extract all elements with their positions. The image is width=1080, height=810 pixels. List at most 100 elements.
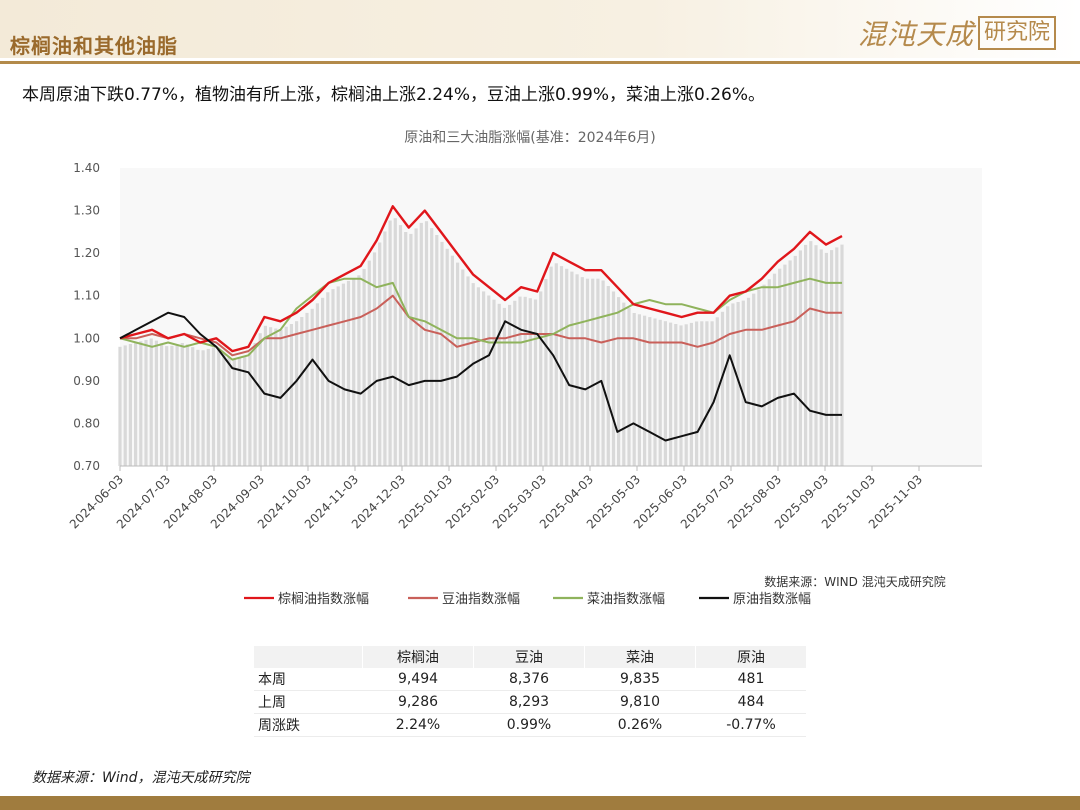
background-bar (596, 278, 600, 466)
footer-source: 数据来源：Wind，混沌天成研究院 (32, 770, 250, 786)
background-bar (424, 221, 429, 466)
background-bar (689, 322, 693, 466)
background-bar (835, 247, 839, 466)
background-bar (772, 273, 777, 466)
background-bar (232, 359, 236, 466)
background-bar (471, 283, 475, 466)
background-bar (710, 321, 714, 466)
background-bar (128, 344, 132, 466)
background-bar (331, 289, 335, 466)
background-bar (544, 279, 548, 466)
background-bar (720, 311, 725, 466)
background-bar (435, 235, 439, 466)
background-bar (440, 241, 444, 466)
background-bar (580, 277, 584, 466)
background-bar (170, 345, 174, 466)
table-cell: -0.77% (695, 713, 806, 737)
background-bar (549, 266, 553, 466)
background-bar (669, 322, 673, 466)
chart-title: 原油和三大油脂涨幅(基准：2024年6月) (404, 129, 655, 146)
background-bars (118, 218, 844, 466)
background-bar (383, 231, 387, 466)
background-bar (830, 250, 834, 466)
background-bar (414, 228, 418, 466)
chart-source-note: 数据来源：WIND 混沌天成研究院 (764, 574, 945, 589)
background-bar (456, 262, 460, 466)
background-bar (726, 306, 730, 466)
background-bar (310, 308, 314, 466)
background-bar (134, 342, 138, 466)
background-bar (419, 222, 423, 466)
background-bar (346, 280, 351, 466)
y-tick-label: 1.40 (73, 161, 100, 175)
background-bar (746, 297, 751, 466)
series-line-crude (119, 311, 842, 442)
table-header-row: 棕榈油 豆油 菜油 原油 (254, 646, 806, 668)
background-bar (201, 350, 205, 466)
background-bar (476, 287, 480, 466)
row-label: 本周 (254, 668, 363, 691)
background-bar (404, 232, 408, 466)
background-bar (767, 279, 771, 466)
background-bar (809, 241, 813, 466)
background-bar (648, 317, 652, 466)
background-bar (372, 252, 377, 466)
footer-bar (0, 796, 1080, 810)
background-bar (149, 338, 153, 466)
background-bar (160, 343, 164, 466)
background-bar (253, 342, 257, 466)
background-bar (819, 249, 823, 466)
legend-label: 原油指数涨幅 (733, 592, 811, 607)
background-bar (289, 324, 293, 466)
background-bar (840, 244, 844, 466)
background-bar (565, 268, 569, 466)
table-cell: 9,835 (584, 668, 696, 691)
background-bar (305, 312, 309, 466)
background-bar (123, 345, 127, 466)
series-lines (119, 205, 843, 442)
background-bar (196, 349, 200, 466)
background-bar (606, 286, 610, 466)
table-header-cell: 棕榈油 (362, 646, 474, 668)
background-bar (585, 278, 590, 466)
background-bar (601, 280, 605, 466)
background-bar (118, 346, 122, 466)
table-row: 本周 9,494 8,376 9,835 481 (254, 668, 806, 691)
background-bar (752, 293, 756, 466)
background-bar (814, 245, 818, 466)
background-bar (362, 268, 366, 466)
background-bar (445, 248, 449, 466)
y-axis: 0.70 0.80 0.90 1.00 1.10 1.20 1.30 1.40 (73, 161, 100, 473)
background-bar (217, 348, 221, 466)
background-bar (341, 283, 345, 466)
background-bar (575, 274, 579, 466)
background-bar (409, 233, 413, 466)
legend: 棕榈油指数涨幅 豆油指数涨幅 菜油指数涨幅 原油指数涨幅 (244, 592, 811, 607)
summary-text: 本周原油下跌0.77%，植物油有所上涨，棕榈油上涨2.24%，豆油上涨0.99%… (22, 85, 766, 105)
background-bar (508, 304, 512, 466)
series-line-rape (119, 277, 842, 361)
background-bar (243, 356, 247, 466)
background-bar (523, 296, 527, 466)
table-cell: 8,293 (473, 690, 585, 714)
background-bar (300, 317, 304, 466)
background-bar (637, 314, 641, 466)
background-bar (741, 300, 745, 466)
table-cell: 9,286 (362, 690, 474, 714)
background-bar (513, 300, 517, 466)
background-bar (321, 297, 325, 466)
table-cell: 9,494 (362, 668, 474, 691)
background-bar (824, 252, 828, 466)
background-bar (798, 250, 802, 466)
table-header-cell (254, 646, 363, 668)
background-bar (695, 321, 699, 466)
brand-logo: 混沌天成 研究院 (858, 14, 1056, 52)
background-bar (180, 343, 184, 466)
background-bar (185, 344, 190, 466)
background-bar (679, 325, 683, 466)
table-row: 上周 9,286 8,293 9,810 484 (254, 690, 806, 714)
background-bar (482, 291, 486, 466)
background-bar (269, 327, 273, 466)
table-cell: 481 (695, 668, 806, 691)
header-banner: 棕榈油和其他油脂 混沌天成 研究院 (0, 0, 1080, 58)
